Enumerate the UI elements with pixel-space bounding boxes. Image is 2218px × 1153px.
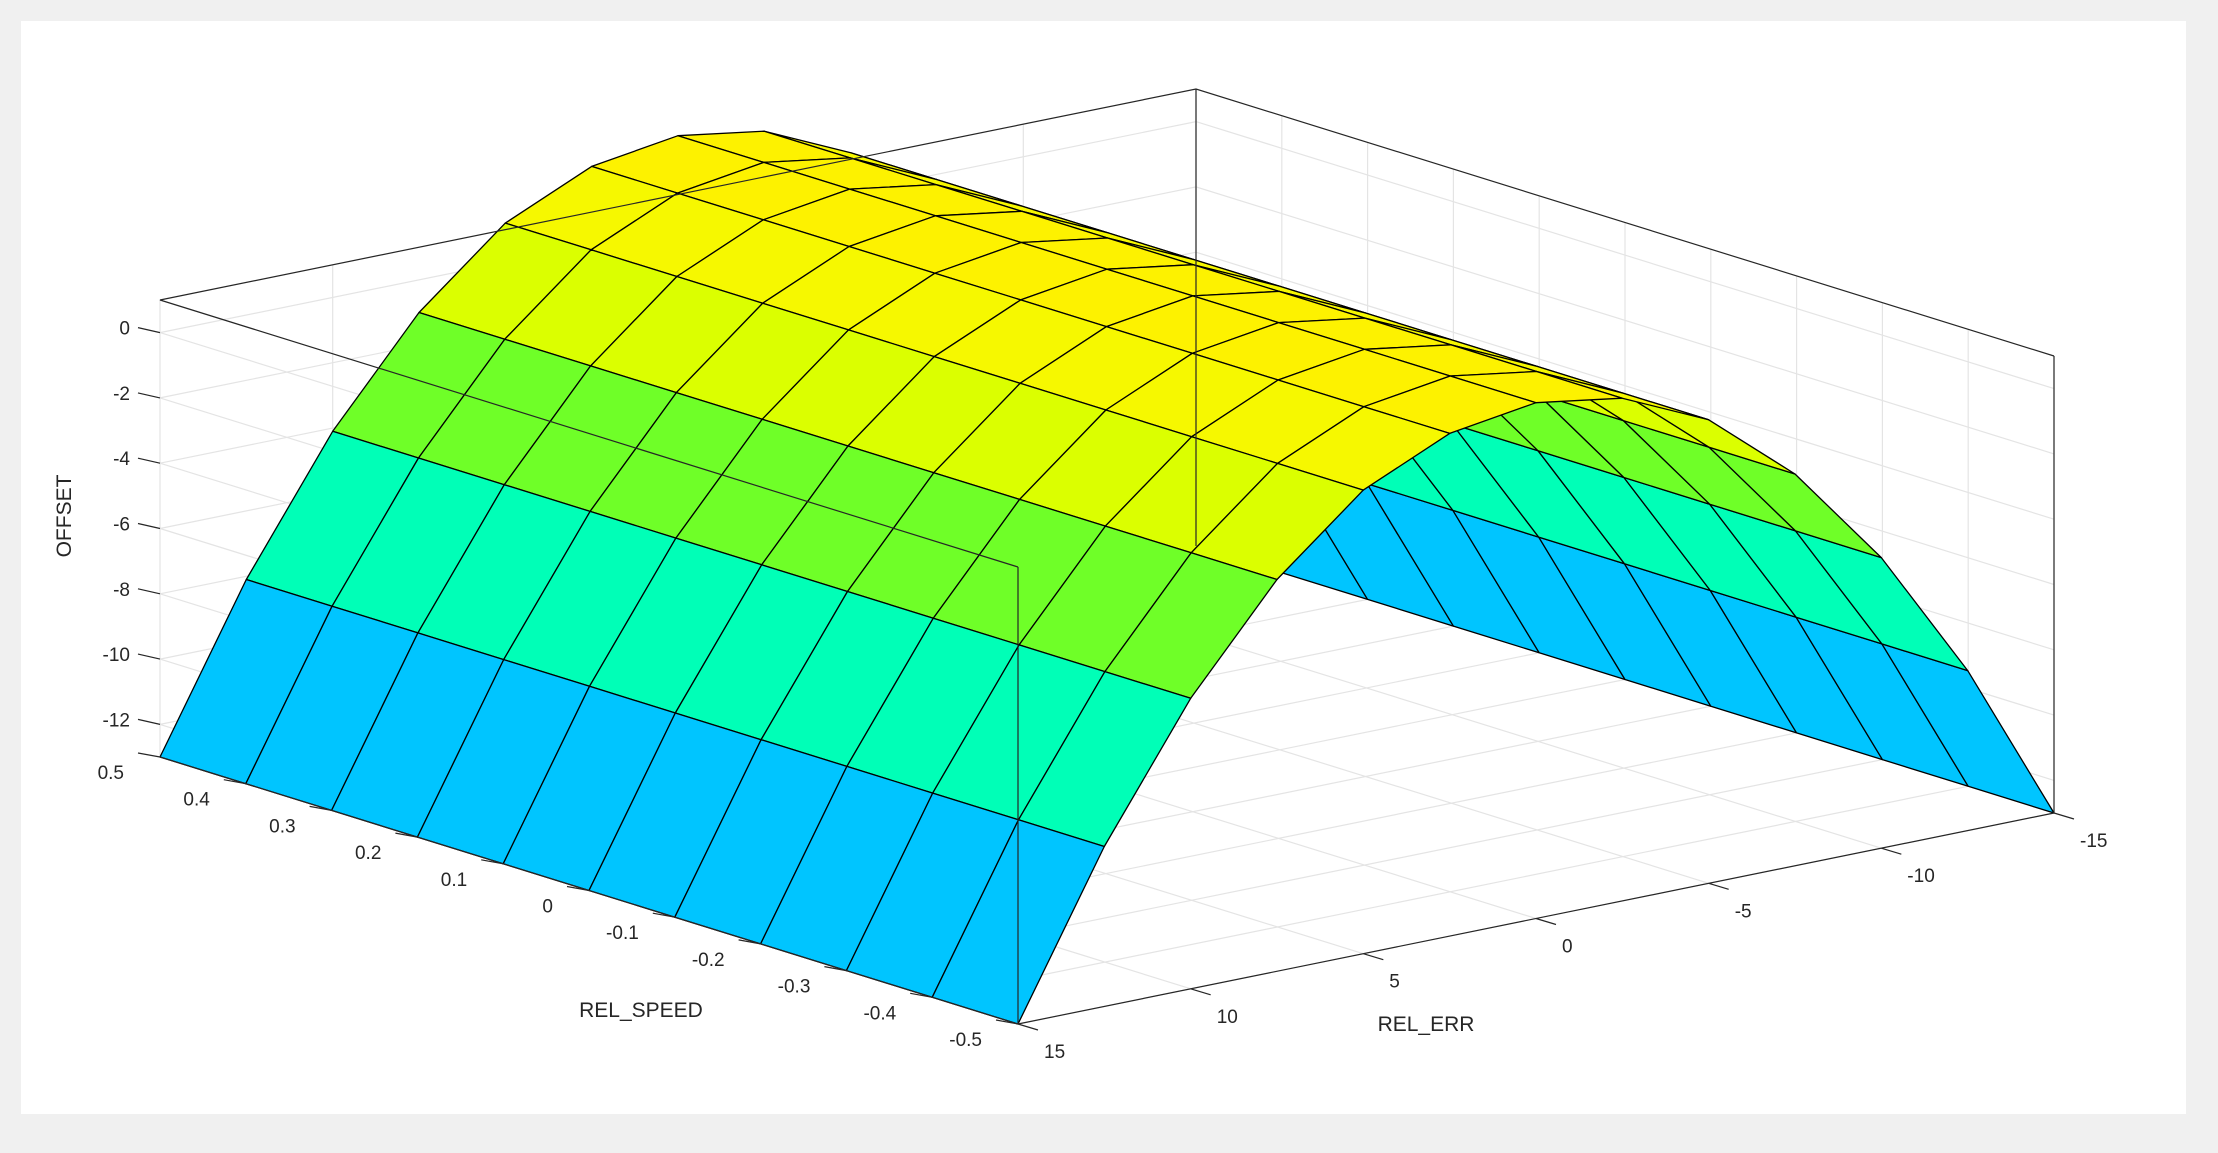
x-tick-label: -0.1 [606, 923, 639, 944]
x-tick-label: -0.5 [949, 1030, 982, 1051]
x-tick-label: -0.3 [778, 977, 811, 998]
y-tick-label: 5 [1389, 972, 1400, 993]
figure-panel: -0.5 -0.4 -0.3 -0.2 -0.1 0 0.1 0.2 0.3 0.4 0.5 -15 -… [21, 21, 2186, 1114]
y-tick-mark [1708, 882, 1729, 890]
y-tick-mark [1363, 953, 1384, 961]
y-tick-mark [1190, 988, 1211, 996]
x-tick-mark [395, 832, 418, 838]
x-tick-mark [738, 939, 761, 945]
z-tick-mark [137, 588, 161, 595]
x-tick-mark [652, 912, 675, 918]
z-tick-mark [137, 718, 161, 725]
z-axis-title: OFFSET [53, 474, 76, 557]
y-tick-mark [1017, 1023, 1039, 1031]
y-tick-mark [1881, 847, 1902, 855]
x-tick-mark [910, 992, 933, 998]
x-tick-label: 0.1 [441, 870, 467, 891]
axis-tick-labels: -0.5 -0.4 -0.3 -0.2 -0.1 0 0.1 0.2 0.3 0.4 0.5 -15 -… [98, 319, 2108, 1063]
x-tick-mark [137, 752, 161, 758]
y-tick-mark [2053, 812, 2075, 820]
z-tick-mark [137, 653, 161, 660]
y-tick-label: -15 [2080, 831, 2107, 852]
z-tick-mark [137, 392, 161, 399]
z-tick-label: -8 [113, 580, 130, 601]
x-tick-label: 0.4 [183, 790, 210, 811]
surface-plot[interactable]: -0.5 -0.4 -0.3 -0.2 -0.1 0 0.1 0.2 0.3 0.4 0.5 -15 -… [21, 21, 2186, 1114]
y-tick-label: -10 [1907, 866, 1934, 887]
z-tick-mark [137, 457, 161, 464]
x-tick-label: 0.3 [269, 816, 295, 837]
x-tick-mark [481, 859, 504, 865]
x-tick-label: 0 [542, 897, 553, 918]
y-tick-label: 15 [1044, 1042, 1065, 1063]
z-tick-mark [137, 327, 161, 334]
x-tick-label: -0.4 [863, 1003, 896, 1024]
x-tick-mark [995, 1019, 1019, 1025]
x-tick-mark [824, 966, 847, 972]
axis-tick-marks [137, 327, 2075, 1031]
x-tick-mark [223, 779, 246, 785]
x-tick-mark [309, 805, 332, 811]
x-axis-title: REL_SPEED [579, 999, 703, 1022]
z-tick-label: 0 [119, 319, 130, 340]
x-tick-mark [566, 885, 590, 892]
y-tick-label: 10 [1217, 1007, 1238, 1028]
z-tick-mark [137, 522, 161, 530]
y-tick-mark [1535, 917, 1557, 926]
x-tick-label: -0.2 [692, 950, 725, 971]
z-tick-label: -2 [113, 384, 130, 405]
z-tick-label: -6 [113, 515, 130, 536]
z-tick-label: -10 [103, 645, 130, 666]
x-tick-label: 0.2 [355, 843, 381, 864]
y-tick-label: -5 [1735, 901, 1752, 922]
z-tick-label: -12 [103, 710, 130, 731]
y-axis-title: REL_ERR [1378, 1013, 1475, 1036]
z-tick-label: -4 [113, 449, 130, 470]
x-tick-label: 0.5 [98, 763, 124, 784]
box-top-edge [159, 88, 2055, 568]
y-tick-label: 0 [1562, 937, 1573, 958]
